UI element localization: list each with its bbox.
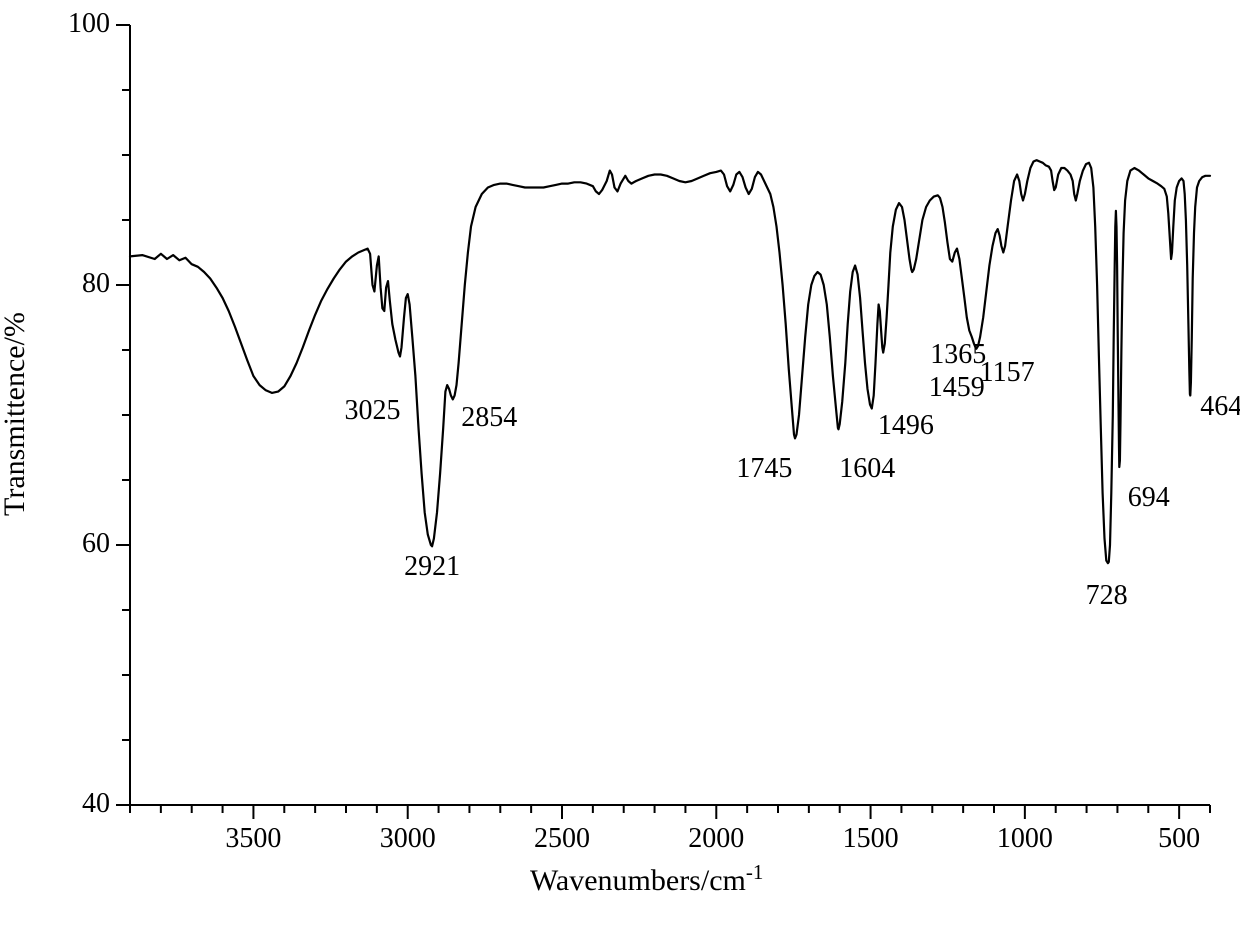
y-tick-label: 40 [40, 788, 110, 820]
x-tick-label: 3000 [368, 823, 448, 855]
peak-label: 1157 [980, 357, 1035, 389]
peak-label: 728 [1075, 580, 1139, 612]
peak-label: 1745 [720, 453, 792, 485]
x-tick-label: 2500 [522, 823, 602, 855]
peak-label: 1365 [930, 339, 986, 371]
peak-label: 3025 [328, 395, 400, 427]
peak-label: 1496 [878, 410, 934, 442]
y-tick-label: 60 [40, 528, 110, 560]
x-tick-label: 1500 [831, 823, 911, 855]
peak-label: 1604 [839, 453, 895, 485]
x-axis-label: Wavenumbers/cm-1 [530, 860, 763, 898]
y-axis-label: Transmittence/% [0, 312, 32, 516]
chart-svg [0, 0, 1240, 939]
x-tick-label: 500 [1139, 823, 1219, 855]
peak-label: 2854 [461, 402, 517, 434]
ir-spectrum-chart: 3500 3000 2500 2000 1500 1000 500 40 60 80 100 Wave… [0, 0, 1240, 939]
x-tick-label: 3500 [213, 823, 293, 855]
peak-label: 1459 [929, 372, 985, 404]
y-tick-label: 100 [40, 8, 110, 40]
y-tick-label: 80 [40, 268, 110, 300]
peak-label: 464 [1200, 391, 1240, 423]
peak-label: 694 [1128, 482, 1170, 514]
peak-label: 2921 [400, 551, 464, 583]
x-tick-label: 2000 [676, 823, 756, 855]
x-tick-label: 1000 [985, 823, 1065, 855]
